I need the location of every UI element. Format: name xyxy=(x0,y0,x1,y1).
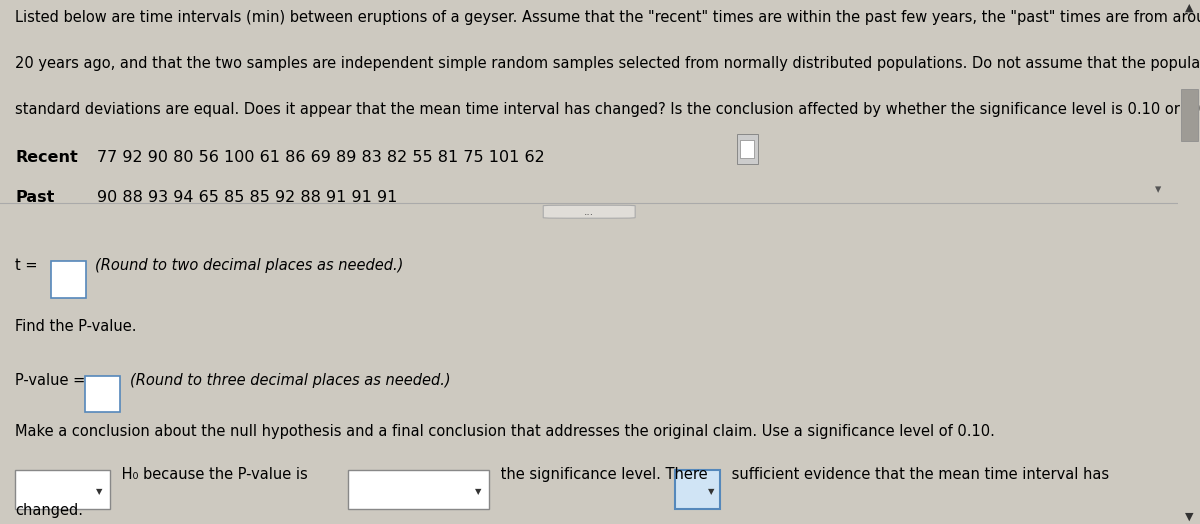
Text: the significance level. There: the significance level. There xyxy=(496,467,708,482)
Bar xyxy=(676,470,720,509)
FancyBboxPatch shape xyxy=(544,205,635,218)
Text: Listed below are time intervals (min) between eruptions of a geyser. Assume that: Listed below are time intervals (min) be… xyxy=(16,10,1200,25)
Text: Find the P-value.: Find the P-value. xyxy=(16,319,137,334)
Bar xyxy=(740,140,754,158)
Text: H₀ because the P-value is: H₀ because the P-value is xyxy=(116,467,307,482)
Text: 90 88 93 94 65 85 85 92 88 91 91 91: 90 88 93 94 65 85 85 92 88 91 91 91 xyxy=(97,190,397,205)
Text: changed.: changed. xyxy=(16,503,83,518)
Text: standard deviations are equal. Does it appear that the mean time interval has ch: standard deviations are equal. Does it a… xyxy=(16,102,1200,117)
Bar xyxy=(348,470,490,509)
Text: 77 92 90 80 56 100 61 86 69 89 83 82 55 81 75 101 62: 77 92 90 80 56 100 61 86 69 89 83 82 55 … xyxy=(97,150,545,165)
Bar xyxy=(1181,89,1198,141)
Text: ...: ... xyxy=(584,206,594,216)
Text: 20 years ago, and that the two samples are independent simple random samples sel: 20 years ago, and that the two samples a… xyxy=(16,56,1200,71)
Text: ▼: ▼ xyxy=(475,487,482,496)
Bar xyxy=(50,261,86,298)
Text: P-value =: P-value = xyxy=(16,373,85,388)
Text: sufficient evidence that the mean time interval has: sufficient evidence that the mean time i… xyxy=(727,467,1109,482)
Text: ▲: ▲ xyxy=(1184,3,1194,13)
Text: Recent: Recent xyxy=(16,150,78,165)
Text: ▼: ▼ xyxy=(708,487,714,496)
Text: ▾: ▾ xyxy=(1154,183,1160,196)
Text: ▼: ▼ xyxy=(1184,511,1194,521)
Text: (Round to three decimal places as needed.): (Round to three decimal places as needed… xyxy=(130,373,450,388)
Bar xyxy=(737,134,757,164)
Text: t =: t = xyxy=(16,258,38,274)
Text: Past: Past xyxy=(16,190,55,205)
Text: Make a conclusion about the null hypothesis and a final conclusion that addresse: Make a conclusion about the null hypothe… xyxy=(16,424,995,440)
Text: ▼: ▼ xyxy=(96,487,102,496)
Bar xyxy=(16,470,109,509)
Text: (Round to two decimal places as needed.): (Round to two decimal places as needed.) xyxy=(96,258,404,274)
Bar xyxy=(85,376,120,412)
